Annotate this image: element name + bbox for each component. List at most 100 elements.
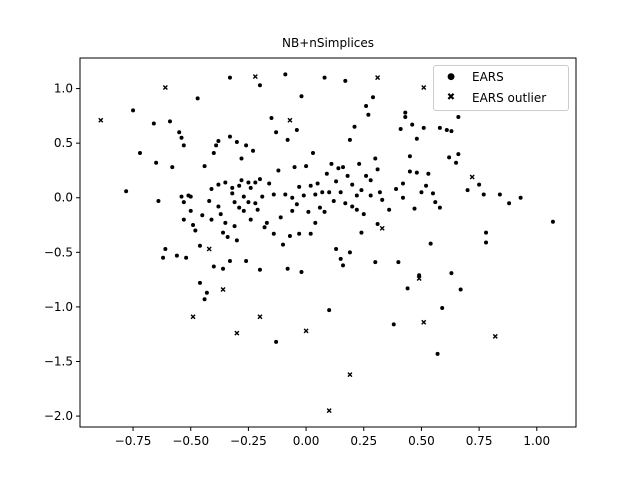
ears-outlier-point xyxy=(234,330,240,336)
y-tick-label: −2.0 xyxy=(44,409,73,423)
ears-point xyxy=(209,187,214,192)
ears-point xyxy=(161,255,166,260)
ears-point xyxy=(324,171,329,176)
ears-point xyxy=(347,250,352,255)
x-tick-label: −0.75 xyxy=(115,434,152,448)
ears-point xyxy=(218,212,223,217)
ears-outlier-point xyxy=(492,333,498,339)
ears-outlier-point xyxy=(421,84,427,90)
ears-point xyxy=(237,205,242,210)
ears-point xyxy=(227,75,232,80)
ears-outlier-point xyxy=(287,117,293,123)
ears-point xyxy=(294,202,299,207)
ears-outlier-point xyxy=(206,246,212,252)
ears-point xyxy=(424,183,429,188)
ears-point xyxy=(255,207,260,212)
ears-point xyxy=(380,197,385,202)
ears-point xyxy=(274,339,279,344)
ears-point xyxy=(340,263,345,268)
ears-point xyxy=(456,114,461,119)
ears-point xyxy=(207,199,212,204)
ears-point xyxy=(449,271,454,276)
x-tick-label: 0.50 xyxy=(408,434,435,448)
ears-point xyxy=(417,273,422,278)
ears-point xyxy=(267,181,272,186)
ears-point xyxy=(329,161,334,166)
ears-point xyxy=(334,247,339,252)
ears-point xyxy=(241,208,246,213)
ears-point xyxy=(195,96,200,101)
axes-frame xyxy=(79,57,577,428)
ears-point xyxy=(287,233,292,238)
ears-point xyxy=(313,192,318,197)
ears-point xyxy=(179,135,184,140)
ears-point xyxy=(410,122,415,127)
ears-point xyxy=(227,134,232,139)
ears-point xyxy=(359,230,364,235)
ears-point xyxy=(414,136,419,141)
ears-point xyxy=(156,199,161,204)
ears-point xyxy=(375,221,380,226)
ears-point xyxy=(308,231,313,236)
data-marks xyxy=(98,72,555,414)
x-tick-label: −0.25 xyxy=(230,434,267,448)
ears-point xyxy=(405,286,410,291)
ears-point xyxy=(216,204,221,209)
ears-point xyxy=(396,260,401,265)
ears-point xyxy=(248,217,253,222)
ears-outlier-point xyxy=(326,408,332,414)
ears-point xyxy=(400,195,405,200)
ears-point xyxy=(221,230,226,235)
ears-outlier-point xyxy=(190,314,196,320)
ears-point xyxy=(368,193,373,198)
ears-point xyxy=(234,140,239,145)
ears-point xyxy=(477,182,482,187)
ears-point xyxy=(481,192,486,197)
ears-point xyxy=(518,195,523,200)
ears-point xyxy=(550,219,555,224)
ears-point xyxy=(281,242,286,247)
ears-point xyxy=(181,217,186,222)
ears-point xyxy=(181,200,186,205)
ears-point xyxy=(400,181,405,186)
ears-point xyxy=(343,201,348,206)
ears-point xyxy=(216,138,221,143)
y-tick-label: −1.0 xyxy=(44,300,73,314)
ears-point xyxy=(347,137,352,142)
ears-point xyxy=(403,114,408,119)
ears-point xyxy=(151,121,156,126)
ears-point xyxy=(285,266,290,271)
ears-point xyxy=(366,112,371,117)
ears-point xyxy=(230,185,235,190)
ears-point xyxy=(456,152,461,157)
ears-point xyxy=(484,240,489,245)
ears-point xyxy=(338,190,343,195)
ears-point xyxy=(398,126,403,131)
ears-outlier-point xyxy=(303,328,309,334)
ears-point xyxy=(262,225,267,230)
ears-point xyxy=(278,215,283,220)
ears-point xyxy=(244,259,249,264)
ears-point xyxy=(364,104,369,109)
ears-point xyxy=(421,125,426,130)
ears-point xyxy=(274,130,279,135)
ears-point xyxy=(290,208,295,213)
ears-point xyxy=(191,223,196,228)
ears-point xyxy=(338,256,343,261)
ears-point xyxy=(202,297,207,302)
ears-point xyxy=(137,150,142,155)
ears-point xyxy=(264,220,269,225)
ears-point xyxy=(197,243,202,248)
ears-point xyxy=(188,208,193,213)
ears-point xyxy=(327,308,332,313)
ears-point xyxy=(174,253,179,258)
ears-point xyxy=(154,160,159,165)
x-axis-ticks: −0.75 −0.50 −0.25 0.00 0.25 0.50 0.75 1.00 xyxy=(115,427,550,448)
ears-point xyxy=(368,178,373,183)
y-tick-label: 1.0 xyxy=(54,82,73,96)
ears-point xyxy=(269,116,274,121)
ears-point xyxy=(373,156,378,161)
ears-point xyxy=(223,220,228,225)
x-marker-icon: ✖ xyxy=(446,92,456,103)
